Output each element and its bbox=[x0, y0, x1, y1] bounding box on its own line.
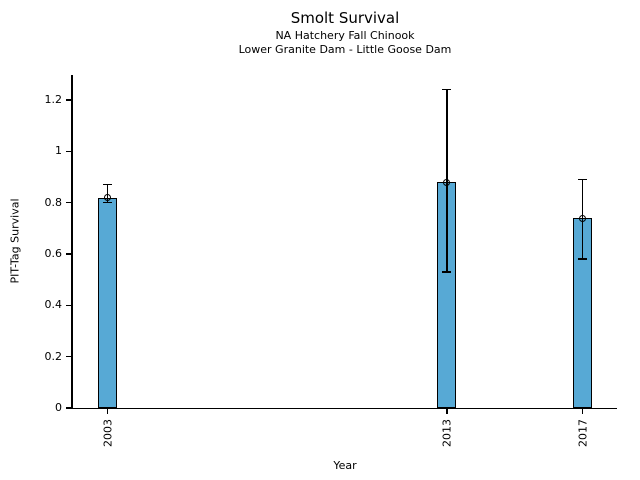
chart-subtitle-line2: Lower Granite Dam - Little Goose Dam bbox=[238, 43, 452, 56]
point-estimate-marker bbox=[443, 178, 451, 186]
y-tick-mark bbox=[66, 99, 71, 101]
point-estimate-marker bbox=[579, 214, 587, 222]
y-tick-mark bbox=[66, 150, 71, 153]
error-bar-cap bbox=[103, 183, 112, 186]
x-tick-label: 2003 bbox=[101, 419, 114, 447]
error-bar-cap bbox=[442, 271, 452, 273]
x-tick-label: 2013 bbox=[440, 419, 454, 447]
y-axis-spine bbox=[71, 75, 73, 409]
y-tick-label: 1 bbox=[55, 144, 62, 158]
error-bar-cap bbox=[578, 178, 588, 181]
y-tick-mark bbox=[66, 355, 71, 358]
y-tick-mark bbox=[66, 407, 71, 409]
y-tick-mark bbox=[66, 304, 71, 307]
x-tick-label: 2017 bbox=[576, 419, 590, 447]
y-tick-mark bbox=[66, 201, 71, 204]
error-bar-line bbox=[106, 184, 109, 203]
y-tick-mark bbox=[66, 253, 71, 255]
y-tick-label: 1.2 bbox=[44, 92, 63, 106]
y-axis-label: PIT-Tag Survival bbox=[8, 198, 22, 284]
y-tick-label: 0.8 bbox=[44, 195, 63, 209]
chart-title: Smolt Survival bbox=[290, 9, 400, 27]
x-tick-mark bbox=[446, 409, 448, 414]
error-bar-cap bbox=[578, 258, 588, 260]
y-tick-label: 0 bbox=[55, 401, 62, 414]
x-axis-label: Year bbox=[333, 459, 357, 472]
error-bar-cap bbox=[103, 201, 112, 204]
chart-subtitle-line1: NA Hatchery Fall Chinook bbox=[275, 29, 415, 42]
point-estimate-marker bbox=[104, 194, 111, 202]
y-tick-label: 0.4 bbox=[44, 298, 63, 312]
x-tick-mark bbox=[106, 409, 109, 414]
x-axis-spine bbox=[71, 407, 617, 409]
x-tick-mark bbox=[581, 409, 584, 414]
y-tick-label: 0.2 bbox=[44, 349, 63, 363]
y-tick-label: 0.6 bbox=[44, 246, 63, 260]
error-bar-cap bbox=[442, 88, 452, 91]
survival-bar bbox=[98, 197, 117, 408]
